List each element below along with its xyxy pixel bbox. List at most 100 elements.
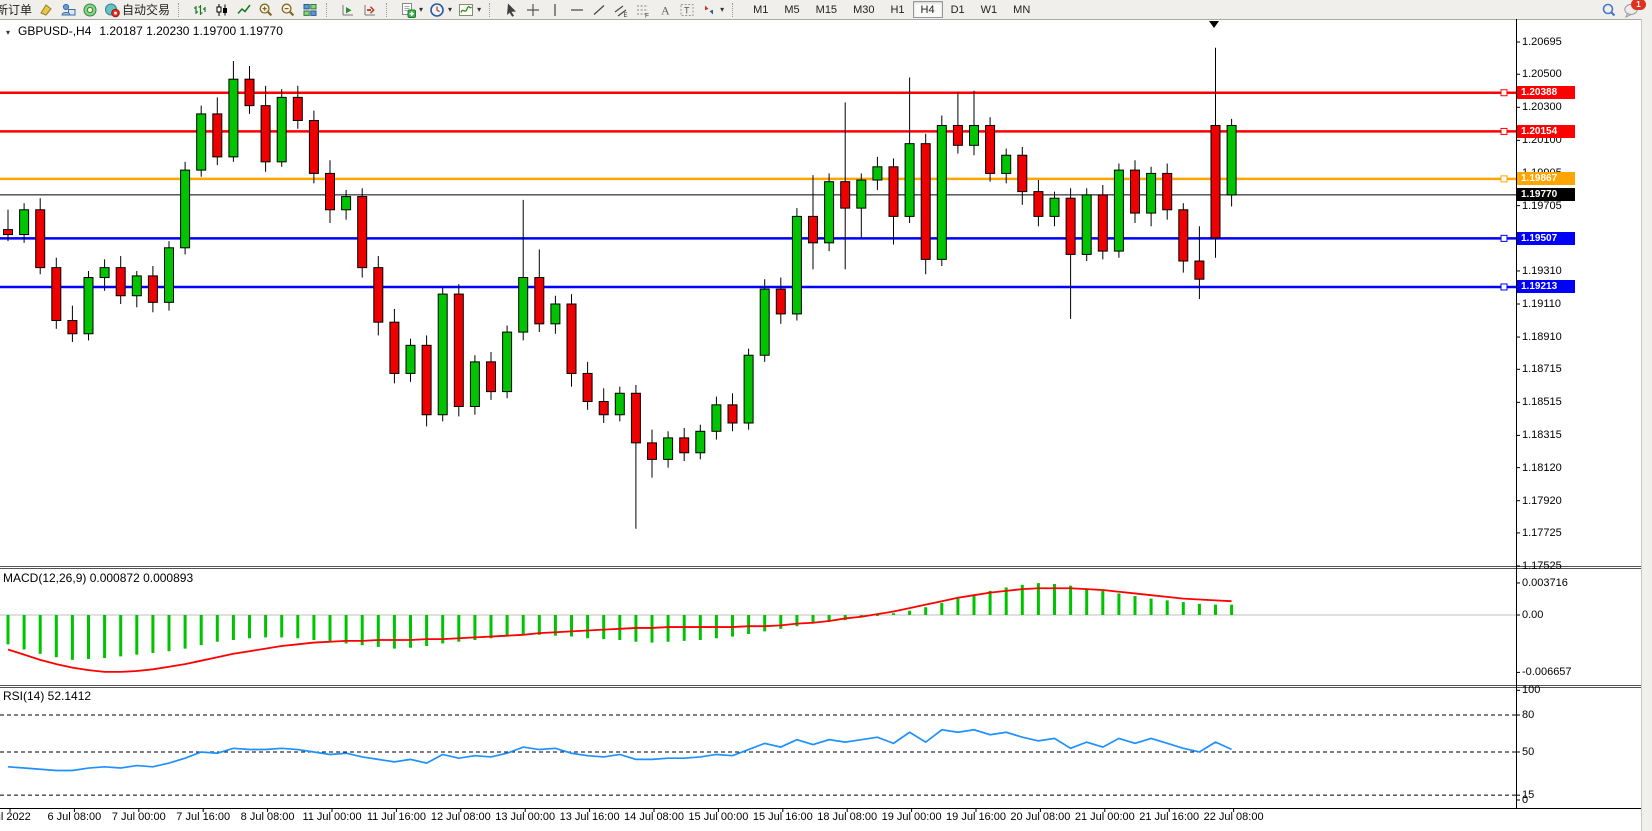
crosshair-tool-button[interactable] xyxy=(522,1,544,19)
vertical-line-tool-button[interactable] xyxy=(544,1,566,19)
candle-body xyxy=(212,113,223,158)
candle-body xyxy=(888,166,899,217)
chart-menu-icon[interactable]: ▾ xyxy=(6,28,11,37)
macd-bar xyxy=(956,598,960,615)
cursor-tool-button[interactable] xyxy=(500,1,522,19)
candle-body xyxy=(1033,191,1044,217)
zoom-in-button[interactable] xyxy=(255,1,277,19)
line-handle[interactable] xyxy=(1500,283,1508,291)
tile-windows-button[interactable] xyxy=(299,1,321,19)
trendline-tool-button[interactable] xyxy=(588,1,610,19)
dropdown-caret-icon: ▾ xyxy=(477,5,482,14)
candle-chart-mode-button[interactable] xyxy=(211,1,233,19)
tab-M30[interactable]: M30 xyxy=(845,1,882,18)
zoom-out-button[interactable] xyxy=(277,1,299,19)
line-handle[interactable] xyxy=(1500,175,1508,183)
macd-bar xyxy=(1149,598,1153,615)
time-tick-label: 21 Jul 00:00 xyxy=(1074,811,1135,823)
indicators-menu-button[interactable]: ▾ xyxy=(455,1,484,19)
macd-bar xyxy=(1117,593,1121,615)
macd-histogram xyxy=(6,583,1234,660)
candle-body xyxy=(437,293,448,416)
macd-tick-label: 0.003716 xyxy=(1522,576,1568,589)
line-chart-mode-button[interactable] xyxy=(233,1,255,19)
bar-chart-mode-button[interactable] xyxy=(189,1,211,19)
fibonacci-tool-button[interactable]: F xyxy=(632,1,654,19)
search-button[interactable] xyxy=(1598,1,1620,19)
rsi-tick-label: 50 xyxy=(1522,746,1535,758)
macd-bar xyxy=(392,615,396,649)
dropdown-caret-icon: ▾ xyxy=(448,5,453,14)
time-tick-label: 21 Jul 16:00 xyxy=(1139,811,1200,823)
periods-menu-button[interactable]: ▾ xyxy=(426,1,455,19)
candle-body xyxy=(663,437,674,460)
macd-bar xyxy=(859,615,863,618)
notifications-button[interactable]: 1 xyxy=(1620,0,1646,19)
candle-body xyxy=(969,124,979,146)
label-icon: T xyxy=(679,2,695,18)
macd-bar xyxy=(747,615,751,634)
tab-H4[interactable]: H4 xyxy=(912,1,943,18)
line-handle[interactable] xyxy=(1500,234,1508,242)
text-tool-button[interactable]: A xyxy=(654,1,676,19)
chart-shift-marker-icon[interactable] xyxy=(1209,21,1219,28)
rsi-tick-label: 80 xyxy=(1522,709,1535,721)
resistance-price-badge: 1.20154 xyxy=(1517,124,1575,138)
signal-button[interactable] xyxy=(79,1,101,19)
zoom-in-icon xyxy=(258,2,274,18)
label-tool-button[interactable]: T xyxy=(676,1,698,19)
candle-body xyxy=(856,179,867,209)
candle-body xyxy=(325,172,335,211)
macd-bar xyxy=(908,610,912,615)
macd-bar xyxy=(1069,585,1073,615)
auto-scroll-button[interactable] xyxy=(359,1,381,19)
line-handle[interactable] xyxy=(1500,89,1508,97)
hline-icon xyxy=(569,2,585,18)
horizontal-line-tool-button[interactable] xyxy=(566,1,588,19)
autotrading-icon xyxy=(104,2,120,18)
time-tick-label: 11 Jul 16:00 xyxy=(366,811,426,823)
macd-bar xyxy=(570,615,573,637)
tab-D1[interactable]: D1 xyxy=(943,1,973,18)
candle-body xyxy=(341,196,352,211)
macd-bar xyxy=(875,615,879,616)
tab-M1[interactable]: M1 xyxy=(745,1,776,18)
auto-trading-button[interactable]: 自动交易 xyxy=(101,1,173,19)
rsi-tick-label: 100 xyxy=(1522,684,1541,697)
macd-bar xyxy=(54,615,58,658)
rsi-line xyxy=(7,728,1232,772)
channel-icon: E xyxy=(613,2,629,18)
candle-body xyxy=(1001,154,1012,174)
new-chart-button[interactable] xyxy=(35,1,57,19)
candle-body xyxy=(308,120,319,174)
candle-body xyxy=(952,124,963,146)
tab-M5[interactable]: M5 xyxy=(776,1,807,18)
tab-M15[interactable]: M15 xyxy=(808,1,845,18)
macd-bar xyxy=(1053,583,1056,615)
macd-bar xyxy=(698,615,702,640)
profile-button[interactable] xyxy=(57,1,79,19)
arrows-tool-button[interactable]: ▾ xyxy=(698,1,727,19)
tab-H1[interactable]: H1 xyxy=(882,1,912,18)
candle-body xyxy=(791,215,802,315)
chart-shift-button[interactable] xyxy=(337,1,359,19)
new-order-menu-button[interactable]: ▾ xyxy=(397,1,426,19)
tab-W1[interactable]: W1 xyxy=(973,1,1006,18)
svg-text:A: A xyxy=(661,3,670,17)
macd-bar xyxy=(441,615,445,644)
price-tick-label: 1.18515 xyxy=(1522,396,1562,409)
candle-body xyxy=(180,169,191,249)
new-order-button[interactable]: 新订单 xyxy=(0,1,35,19)
rsi-tick-label: 15 xyxy=(1522,789,1535,802)
time-tick-label: 6 Jul 08:00 xyxy=(47,811,102,823)
channel-tool-button[interactable]: E xyxy=(610,1,632,19)
candle-body xyxy=(824,181,835,244)
time-tick-label: 13 Jul 00:00 xyxy=(495,811,556,823)
macd-bar xyxy=(924,607,928,615)
line-handle[interactable] xyxy=(1500,127,1508,135)
toolbar-separator xyxy=(386,2,393,17)
macd-signal-line xyxy=(7,587,1232,673)
tab-MN[interactable]: MN xyxy=(1005,1,1038,18)
